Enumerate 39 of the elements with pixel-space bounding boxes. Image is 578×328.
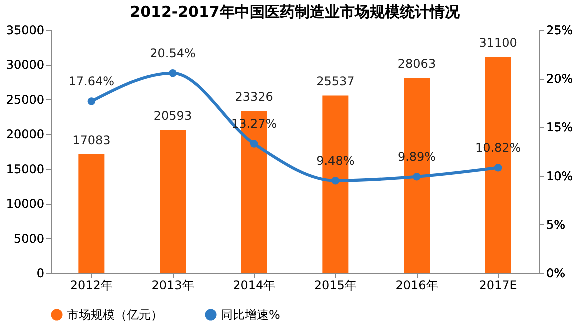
y2-tick-label: 25% — [546, 24, 574, 38]
legend-label: 市场规模（亿元） — [67, 308, 163, 322]
y2-tick-label: 5% — [546, 218, 566, 232]
y2-tick-label: 20% — [546, 72, 574, 86]
data-label: 25537 — [316, 74, 355, 89]
data-label: 17083 — [72, 133, 111, 148]
chart-title: 2012-2017年中国医药制造业市场规模统计情况 — [130, 3, 461, 21]
data-label: 20.54% — [150, 46, 196, 60]
y-tick-label: 20000 — [6, 128, 44, 142]
y-tick-label: 5000 — [14, 232, 44, 246]
y-tick-label: 25000 — [6, 92, 44, 107]
bar — [78, 154, 105, 273]
legend-label: 同比增速% — [221, 308, 280, 322]
data-label: 20593 — [154, 109, 192, 124]
bar — [160, 130, 186, 273]
point — [332, 176, 340, 185]
point — [413, 173, 421, 181]
x-tick-label: 2014年 — [233, 278, 276, 292]
x-tick-label: 2013年 — [152, 278, 194, 292]
y-tick-label: 10000 — [6, 197, 44, 212]
y-tick-label: 0 — [36, 266, 44, 280]
y-tick-label: 30000 — [6, 58, 44, 72]
x-tick-label: 2015年 — [314, 278, 357, 292]
data-label: 31100 — [479, 36, 518, 50]
x-tick-label: 2016年 — [396, 278, 438, 292]
y-tick-label: 35000 — [6, 24, 44, 38]
y2-tick-label: 10% — [546, 169, 574, 184]
data-label: 17.64% — [68, 74, 115, 89]
data-label: 28063 — [398, 57, 436, 72]
x-tick-label: 2017E — [479, 278, 518, 292]
point — [169, 69, 177, 78]
y2-tick-label: 0% — [546, 266, 566, 280]
y2-tick-label: 15% — [546, 120, 574, 135]
data-label: 23326 — [235, 90, 274, 104]
x-tick-label: 2012年 — [70, 278, 113, 292]
point — [88, 98, 96, 106]
point — [494, 164, 502, 172]
point — [250, 140, 258, 148]
y-tick-label: 15000 — [6, 162, 44, 176]
